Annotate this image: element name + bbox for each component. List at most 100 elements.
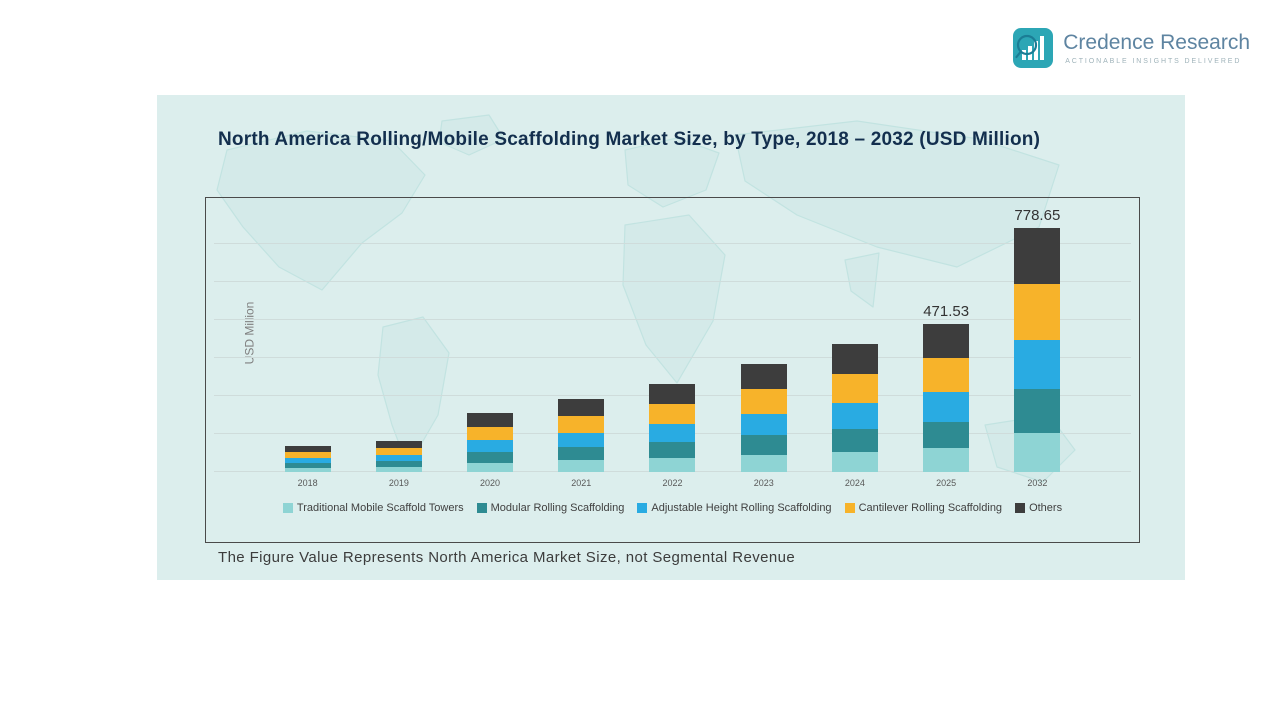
bar-segment	[649, 404, 696, 425]
bar-segment	[1014, 433, 1061, 472]
bar-column-2025: 471.53	[901, 206, 992, 472]
bar-column-2018	[262, 206, 353, 472]
bar-segment	[375, 467, 422, 472]
bar-segment	[923, 448, 970, 472]
bar-column-2020	[444, 206, 535, 472]
bar-segment	[1014, 228, 1061, 285]
bar-segment	[375, 448, 422, 456]
bar-segment	[375, 455, 422, 462]
bar-stack-2024	[831, 344, 878, 472]
x-tick-label: 2019	[388, 478, 409, 488]
bar-segment	[923, 324, 970, 359]
legend-label: Modular Rolling Scaffolding	[490, 502, 625, 514]
bar-stack-2032	[1014, 228, 1061, 472]
bar-segment	[284, 457, 331, 464]
bar-segment	[740, 363, 787, 389]
bar-stack-2022	[649, 384, 696, 472]
bar-segment	[284, 467, 331, 472]
legend-label: Others	[1029, 502, 1063, 514]
logo-text-block: Credence Research Actionable Insights De…	[1063, 28, 1250, 65]
x-tick-label: 2022	[662, 478, 683, 488]
legend-label: Adjustable Height Rolling Scaffolding	[651, 502, 832, 514]
legend-swatch	[844, 503, 855, 513]
bar-segment	[375, 441, 422, 449]
bar-column-2032: 778.65	[992, 206, 1083, 472]
bar-segment	[831, 451, 878, 472]
chart-panel: North America Rolling/Mobile Scaffolding…	[157, 95, 1185, 580]
footnote: The Figure Value Represents North Americ…	[218, 549, 796, 566]
bar-segment	[467, 426, 514, 441]
bar-segment	[923, 392, 970, 422]
bar-total-label-2025: 471.53	[923, 303, 970, 321]
bar-column-2021	[536, 206, 627, 472]
legend-swatch	[1015, 503, 1026, 513]
chart-title: North America Rolling/Mobile Scaffolding…	[218, 129, 1041, 150]
bar-chart-magnifier-icon	[1013, 28, 1054, 68]
bar-segment	[558, 460, 605, 472]
bar-segment	[467, 413, 514, 427]
legend-item: Traditional Mobile Scaffold Towers	[282, 502, 464, 514]
bar-stack-2025	[923, 324, 970, 472]
bar-segment	[467, 452, 514, 463]
bar-stack-2018	[284, 446, 331, 472]
legend-item: Modular Rolling Scaffolding	[476, 502, 625, 514]
bar-segment	[558, 399, 605, 417]
bar-segment	[284, 463, 331, 468]
bar-segment	[467, 462, 514, 472]
legend-label: Cantilever Rolling Scaffolding	[858, 502, 1003, 514]
legend-label: Traditional Mobile Scaffold Towers	[296, 502, 464, 514]
x-tick-label: 2023	[753, 478, 774, 488]
legend-swatch	[637, 503, 648, 513]
bar-segment	[558, 447, 605, 461]
bar-stack-2023	[740, 363, 787, 472]
bar-segment	[375, 461, 422, 467]
bar-segment	[558, 432, 605, 448]
bar-segment	[649, 441, 696, 458]
x-tick-label: 2020	[480, 478, 501, 488]
bar-segment	[467, 440, 514, 453]
x-tick-label: 2024	[844, 478, 865, 488]
legend-item: Others	[1015, 502, 1062, 514]
plot-area: 471.53 778.65	[214, 206, 1131, 472]
legend-item: Adjustable Height Rolling Scaffolding	[637, 502, 832, 514]
bar-segment	[1014, 284, 1061, 341]
bar-segment	[831, 428, 878, 452]
bar-segment	[923, 421, 970, 449]
bar-column-2023	[718, 206, 809, 472]
bar-stack-2019	[375, 441, 422, 472]
bar-column-2022	[627, 206, 718, 472]
bar-segment	[740, 454, 787, 472]
bar-segment	[284, 452, 331, 458]
bar-segment	[284, 446, 331, 453]
bar-segment	[831, 403, 878, 429]
legend-swatch	[476, 503, 487, 513]
x-tick-label: 2032	[1027, 478, 1048, 488]
bar-segment	[923, 358, 970, 393]
bar-segment	[831, 344, 878, 374]
logo-name: Credence Research	[1063, 31, 1250, 54]
bar-column-2024	[809, 206, 900, 472]
bar-stack-2021	[558, 399, 605, 472]
x-tick-label: 2018	[297, 478, 318, 488]
bar-segment	[649, 384, 696, 405]
bar-segment	[740, 435, 787, 455]
logo-tagline: Actionable Insights Delivered	[1065, 58, 1242, 65]
bar-stack-2020	[467, 413, 514, 472]
bar-segment	[740, 413, 787, 436]
bar-segment	[740, 388, 787, 414]
bars-row: 471.53 778.65	[214, 206, 1131, 472]
x-tick-label: 2021	[571, 478, 592, 488]
bar-segment	[1014, 389, 1061, 433]
bar-total-label-2032: 778.65	[1014, 207, 1061, 225]
bar-segment	[1014, 340, 1061, 390]
legend: Traditional Mobile Scaffold Towers Modula…	[212, 502, 1133, 514]
x-tick-label: 2025	[936, 478, 957, 488]
bar-segment	[649, 424, 696, 442]
legend-item: Cantilever Rolling Scaffolding	[844, 502, 1003, 514]
credence-research-logo: Credence Research Actionable Insights De…	[1013, 28, 1250, 68]
x-axis: 2018 2019 2020 2021 2022 2023 2024 2025 2032	[214, 478, 1131, 488]
legend-swatch	[282, 503, 293, 513]
bar-segment	[649, 457, 696, 472]
